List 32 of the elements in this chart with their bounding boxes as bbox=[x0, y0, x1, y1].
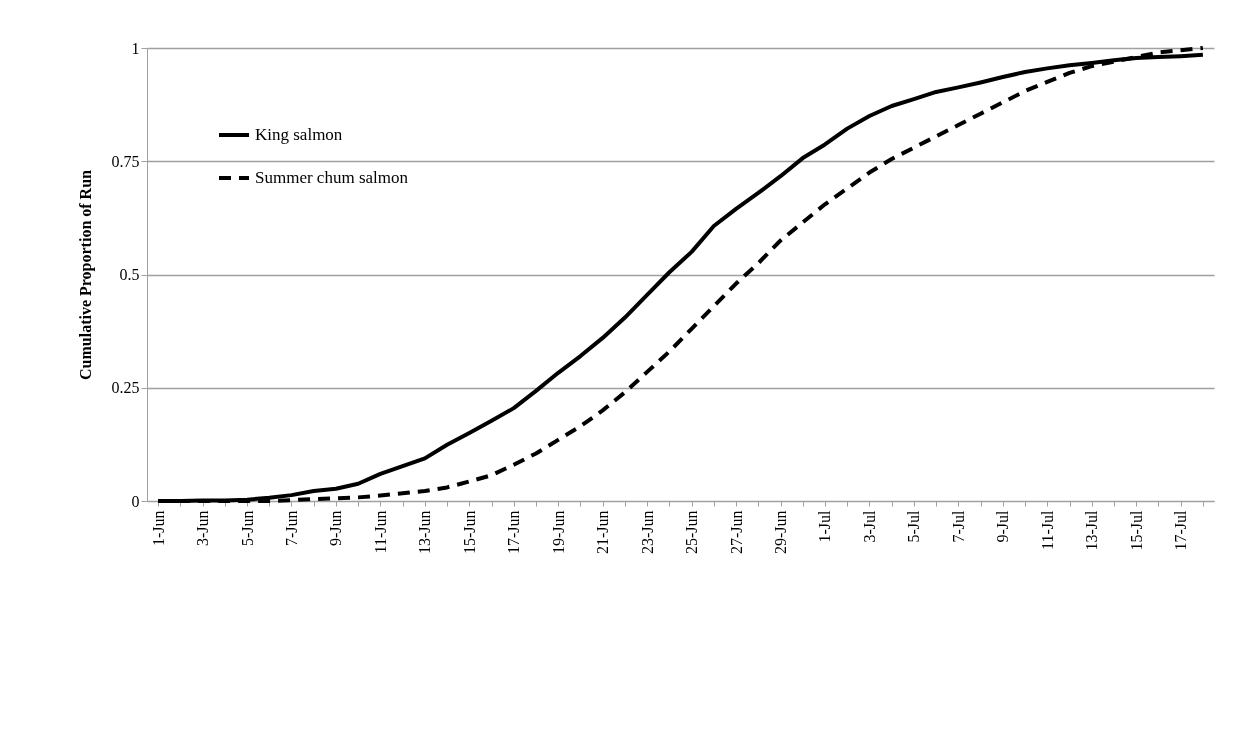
y-tick-label: 1 bbox=[131, 39, 140, 57]
x-tick-label: 15-Jun bbox=[460, 510, 478, 555]
x-tick-label: 23-Jun bbox=[638, 510, 656, 555]
x-tick-label: 9-Jul bbox=[994, 509, 1012, 543]
y-tick-label: 0.25 bbox=[111, 379, 140, 397]
legend-label: Summer chum salmon bbox=[255, 168, 409, 187]
x-tick-label: 25-Jun bbox=[683, 510, 701, 555]
legend-label: King salmon bbox=[255, 125, 343, 144]
x-tick-label: 13-Jul bbox=[1083, 509, 1101, 551]
x-tick-label: 13-Jun bbox=[416, 510, 434, 555]
x-tick-label: 5-Jul bbox=[905, 509, 923, 543]
x-tick-label: 21-Jun bbox=[594, 510, 612, 555]
x-tick-label: 7-Jun bbox=[282, 510, 300, 547]
x-tick-label: 17-Jun bbox=[505, 510, 523, 555]
x-tick-label: 27-Jun bbox=[727, 510, 745, 555]
x-tick-label: 11-Jun bbox=[371, 510, 389, 554]
y-tick-label: 0.75 bbox=[111, 152, 140, 170]
x-tick-label: 17-Jul bbox=[1172, 509, 1190, 551]
y-axis-title: Cumulative Proportion of Run bbox=[76, 169, 95, 380]
x-tick-label: 7-Jul bbox=[949, 509, 967, 543]
x-tick-label: 3-Jun bbox=[194, 510, 212, 547]
x-tick-label: 1-Jun bbox=[149, 510, 167, 547]
x-tick-label: 15-Jul bbox=[1127, 509, 1145, 551]
x-tick-label: 29-Jun bbox=[772, 510, 790, 555]
x-tick-label: 19-Jun bbox=[549, 510, 567, 555]
y-tick-label: 0.5 bbox=[119, 266, 140, 283]
x-tick-label: 5-Jun bbox=[238, 510, 256, 547]
x-tick-label: 11-Jul bbox=[1038, 509, 1056, 550]
x-tick-label: 3-Jul bbox=[860, 509, 878, 543]
x-tick-label: 1-Jul bbox=[816, 509, 834, 543]
x-tick-label: 9-Jun bbox=[327, 510, 345, 547]
y-tick-label: 0 bbox=[131, 492, 140, 510]
